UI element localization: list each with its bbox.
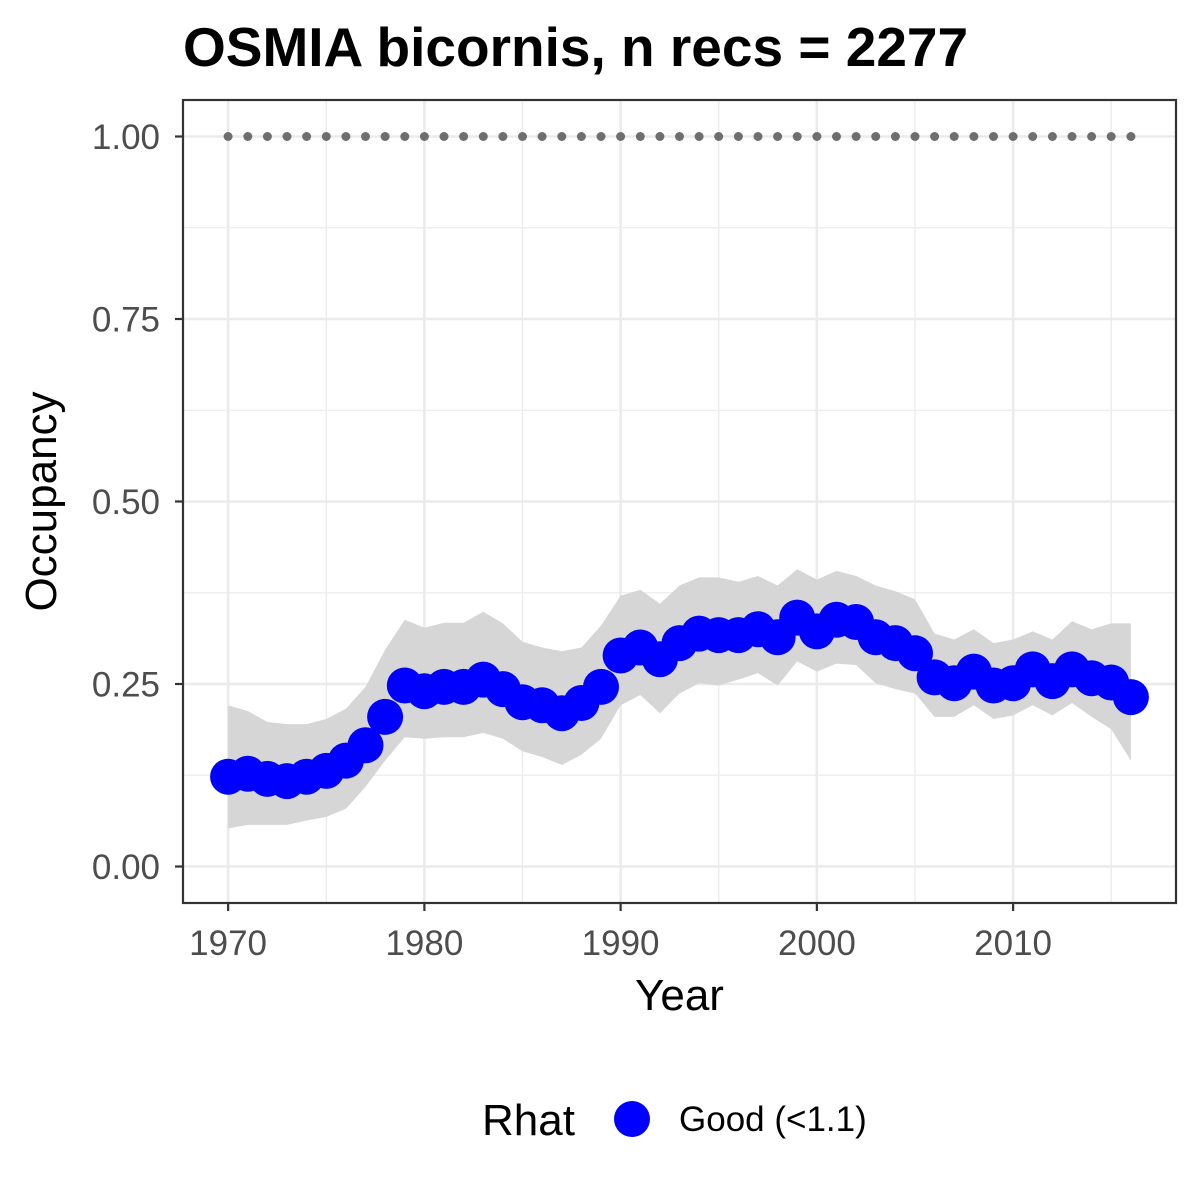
reference-point — [773, 132, 783, 141]
reference-point — [1028, 132, 1038, 141]
reference-point — [792, 132, 802, 141]
data-point — [583, 668, 619, 705]
reference-point — [949, 132, 959, 141]
reference-point — [753, 132, 763, 141]
reference-point — [302, 132, 312, 141]
reference-point — [576, 132, 586, 141]
reference-point — [812, 132, 822, 141]
reference-point — [1047, 132, 1057, 141]
y-tick-label: 0.00 — [92, 848, 160, 887]
reference-point — [851, 132, 861, 141]
reference-point — [282, 132, 292, 141]
data-point — [347, 727, 384, 764]
reference-point — [321, 132, 331, 141]
y-tick-label: 0.50 — [92, 483, 160, 522]
reference-point — [439, 132, 449, 141]
reference-point — [596, 132, 606, 141]
data-point — [367, 698, 404, 735]
x-axis-title: Year — [635, 971, 724, 1020]
reference-point — [694, 132, 704, 141]
reference-point — [361, 132, 370, 141]
legend: Rhat Good (<1.1) — [482, 1096, 867, 1145]
reference-point — [537, 132, 547, 141]
reference-point — [498, 132, 508, 141]
legend-label: Good (<1.1) — [679, 1100, 867, 1139]
reference-point — [969, 132, 979, 141]
reference-point — [930, 132, 940, 141]
reference-point — [989, 132, 998, 141]
reference-point — [478, 132, 488, 141]
reference-point — [380, 132, 390, 141]
data-point — [1112, 679, 1149, 716]
reference-point — [1067, 132, 1077, 141]
reference-point — [832, 132, 841, 141]
reference-point — [1087, 132, 1097, 141]
reference-point — [1106, 132, 1116, 141]
reference-point — [655, 132, 665, 141]
reference-point — [1008, 132, 1018, 141]
x-tick-label: 1970 — [189, 924, 267, 963]
x-axis: 1970 1980 1990 2000 2010 — [189, 903, 1052, 963]
reference-point — [223, 132, 233, 141]
y-tick-label: 0.25 — [92, 666, 160, 705]
reference-point — [400, 132, 410, 141]
reference-point — [616, 132, 626, 141]
reference-point — [459, 132, 469, 141]
legend-title: Rhat — [482, 1096, 575, 1145]
reference-point — [910, 132, 920, 141]
y-tick-label: 0.75 — [92, 301, 160, 340]
y-tick-label: 1.00 — [92, 118, 160, 157]
reference-point — [518, 132, 527, 141]
reference-point — [635, 132, 645, 141]
reference-point — [557, 132, 567, 141]
x-tick-label: 1990 — [582, 924, 660, 963]
reference-point — [890, 132, 900, 141]
data-point — [897, 635, 933, 672]
reference-point — [1126, 132, 1136, 141]
x-tick-label: 2010 — [974, 924, 1052, 963]
reference-point — [733, 132, 743, 141]
reference-point — [341, 132, 351, 141]
reference-point — [675, 132, 684, 141]
legend-key-circle — [614, 1101, 650, 1137]
chart-title: OSMIA bicornis, n recs = 2277 — [183, 16, 968, 78]
y-axis: 0.00 0.25 0.50 0.75 1.00 — [92, 118, 183, 887]
x-tick-label: 1980 — [385, 924, 463, 963]
points-layer — [210, 599, 1149, 800]
reference-point — [419, 132, 429, 141]
reference-point — [871, 132, 881, 141]
reference-point — [262, 132, 272, 141]
y-axis-title: Occupancy — [17, 391, 66, 611]
x-tick-label: 2000 — [778, 924, 856, 963]
reference-layer — [223, 132, 1136, 141]
reference-point — [714, 132, 724, 141]
reference-point — [243, 132, 253, 141]
